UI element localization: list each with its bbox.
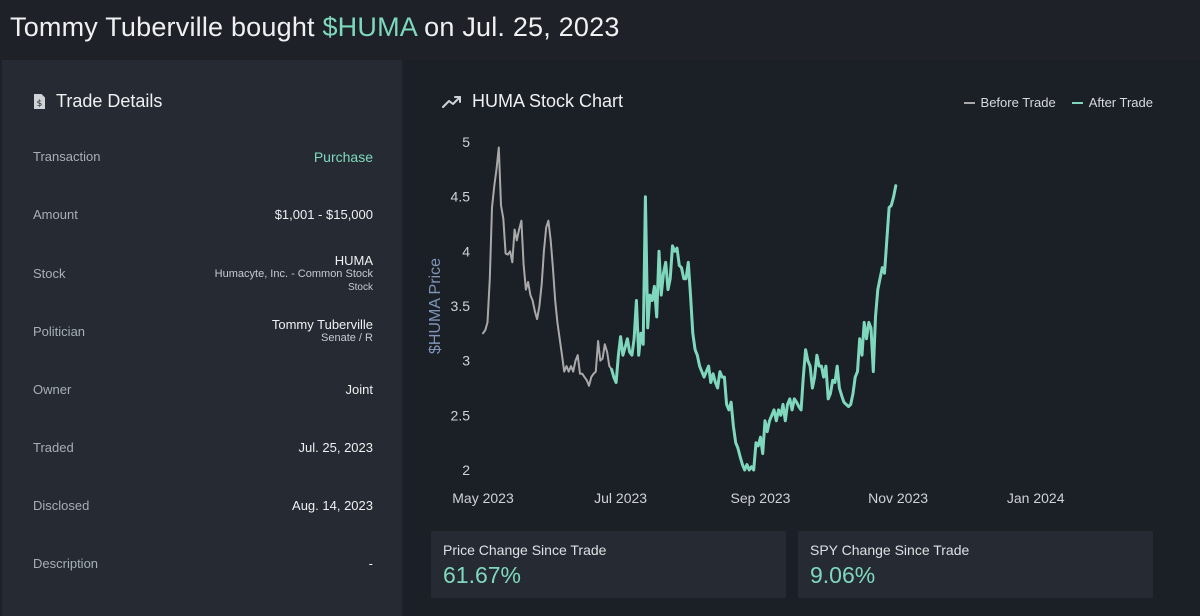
chart-legend: Before Trade After Trade — [948, 95, 1153, 110]
detail-label: Politician — [33, 324, 86, 339]
price-change-card: Price Change Since Trade 61.67% — [431, 531, 786, 598]
legend-swatch-after — [1071, 101, 1083, 104]
spy-change-label: SPY Change Since Trade — [810, 542, 970, 558]
detail-row-politician: Politician Tommy Tuberville Senate / R — [33, 317, 373, 345]
y-tick-label: 2 — [462, 462, 470, 478]
politician-name-link[interactable]: Tommy Tuberville — [271, 317, 373, 332]
svg-text:$: $ — [37, 99, 43, 109]
legend-before-trade[interactable]: Before Trade — [963, 95, 1056, 110]
stock-value-group: HUMA Humacyte, Inc. - Common Stock Stock — [215, 253, 373, 294]
spy-change-card: SPY Change Since Trade 9.06% — [798, 531, 1153, 598]
transaction-value: Purchase — [313, 149, 373, 165]
detail-row-disclosed: Disclosed Aug. 14, 2023 — [33, 498, 373, 513]
trade-details-header: $ Trade Details — [33, 91, 162, 112]
file-dollar-icon: $ — [34, 94, 45, 109]
detail-row-transaction: Transaction Purchase — [33, 149, 373, 165]
stock-ticker-link[interactable]: HUMA — [334, 253, 373, 268]
detail-label: Stock — [33, 266, 66, 281]
price-change-label: Price Change Since Trade — [443, 542, 607, 558]
after-trade-line[interactable] — [610, 184, 898, 472]
y-tick-label: 4 — [462, 243, 470, 259]
detail-row-description: Description - — [33, 556, 373, 571]
price-change-value: 61.67% — [443, 562, 522, 588]
detail-label: Amount — [33, 207, 78, 222]
trending-up-icon — [442, 95, 461, 108]
y-tick-label: 3 — [462, 353, 470, 369]
y-axis-label: $HUMA Price — [427, 258, 444, 354]
detail-row-owner: Owner Joint — [33, 382, 373, 397]
disclosed-value: Aug. 14, 2023 — [292, 498, 373, 513]
politician-value-group: Tommy Tuberville Senate / R — [272, 317, 373, 345]
page-title: Tommy Tuberville bought $HUMA on Jul. 25… — [10, 12, 620, 43]
stock-asset-type: Stock — [347, 282, 373, 293]
legend-label-before: Before Trade — [980, 95, 1056, 110]
detail-label: Traded — [33, 440, 74, 455]
y-tick-label: 5 — [462, 134, 470, 150]
detail-row-traded: Traded Jul. 25, 2023 — [33, 440, 373, 455]
detail-label: Description — [33, 556, 99, 571]
y-tick-label: 3.5 — [451, 298, 471, 314]
stock-chart-header: HUMA Stock Chart — [442, 91, 623, 112]
title-ticker-link[interactable]: $HUMA — [322, 12, 417, 42]
x-tick-label: Sep 2023 — [730, 490, 790, 506]
x-tick-label: Nov 2023 — [868, 490, 928, 506]
legend-label-after: After Trade — [1088, 95, 1153, 110]
x-tick-label: Jul 2023 — [594, 490, 647, 506]
description-value: - — [368, 556, 373, 571]
before-trade-line[interactable] — [482, 146, 613, 387]
spy-change-value: 9.06% — [810, 562, 876, 588]
trade-details-title: Trade Details — [56, 91, 163, 111]
stock-chart-title: HUMA Stock Chart — [472, 91, 624, 111]
detail-row-stock: Stock HUMA Humacyte, Inc. - Common Stock… — [33, 253, 373, 294]
owner-value: Joint — [345, 382, 373, 397]
detail-row-amount: Amount $1,001 - $15,000 — [33, 207, 373, 222]
trade-details-panel: $ Trade Details Transaction Purchase Amo… — [2, 60, 402, 616]
traded-value: Jul. 25, 2023 — [298, 440, 373, 455]
legend-swatch-before — [963, 101, 975, 104]
stock-chart-panel — [405, 60, 1200, 616]
detail-label: Owner — [33, 382, 72, 397]
stock-company-name: Humacyte, Inc. - Common Stock — [214, 268, 373, 280]
x-tick-label: Jan 2024 — [1007, 490, 1065, 506]
amount-value: $1,001 - $15,000 — [274, 207, 373, 222]
politician-chamber-party: Senate / R — [321, 332, 373, 344]
title-suffix: on Jul. 25, 2023 — [416, 12, 620, 42]
detail-label: Disclosed — [33, 498, 90, 513]
title-prefix: Tommy Tuberville bought — [10, 12, 323, 42]
y-tick-label: 4.5 — [451, 189, 471, 205]
legend-after-trade[interactable]: After Trade — [1071, 95, 1153, 110]
detail-label: Transaction — [33, 149, 101, 164]
y-tick-label: 2.5 — [451, 407, 471, 423]
x-tick-label: May 2023 — [452, 490, 514, 506]
